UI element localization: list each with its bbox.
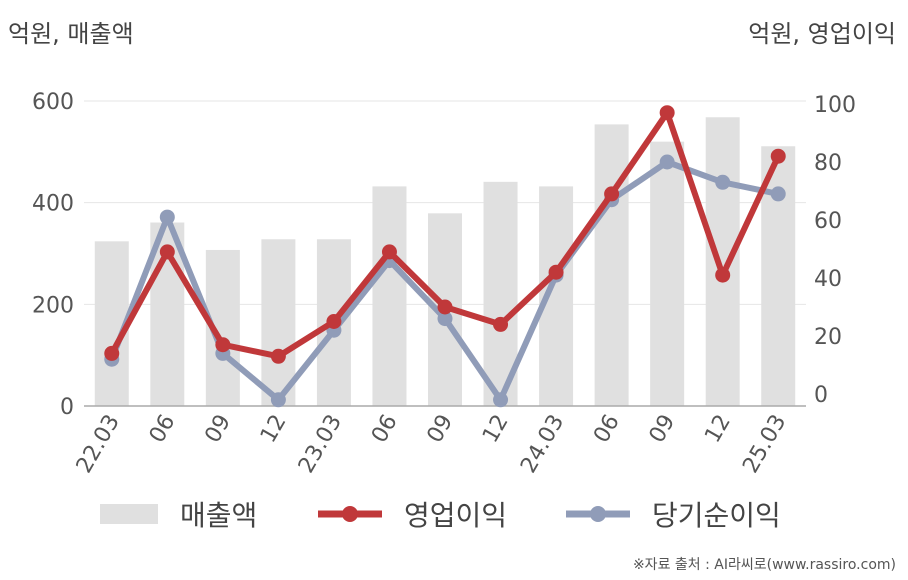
y-left-tick-label: 400 [32,192,74,217]
data-point [270,392,286,408]
data-point [437,299,453,315]
legend: 매출액 영업이익 당기순이익 [0,492,908,536]
y-right-tick-label: 80 [814,151,842,176]
data-point [659,154,675,170]
x-tick-label: 12 [256,411,292,448]
data-point [381,244,397,260]
bar [261,239,296,406]
data-point [215,337,231,353]
data-point [770,148,786,164]
bar [705,117,740,407]
y-right-tick-label: 60 [814,209,842,234]
data-point [548,264,564,280]
x-tick-label: 12 [478,411,514,448]
legend-label: 영업이익 [404,499,508,532]
y-right-tick-label: 0 [814,383,828,408]
y-left-tick-label: 600 [32,90,74,115]
x-tick-label: 24.03 [516,411,569,478]
x-tick-label: 12 [700,411,736,448]
x-tick-label: 09 [423,411,459,448]
x-tick-label: 09 [200,411,236,448]
data-point [104,345,120,361]
data-point [604,186,620,202]
data-point [715,174,731,190]
source-note: ※자료 출처 : AI라씨로(www.rassiro.com) [632,557,896,573]
data-point [770,186,786,202]
y-right-tick-label: 100 [814,93,856,118]
x-tick-label: 22.03 [72,411,125,478]
legend-label: 당기순이익 [652,499,781,532]
x-tick-label: 25.03 [738,411,791,478]
legend-swatch-line-red [318,506,382,522]
x-tick-label: 23.03 [294,411,347,478]
data-point [437,311,453,327]
x-tick-label: 06 [589,411,625,448]
legend-label: 매출액 [180,499,258,532]
legend-item-revenue: 매출액 [100,492,257,536]
legend-swatch-bar [100,504,158,524]
legend-item-net: 당기순이익 [566,492,781,536]
legend-item-operating: 영업이익 [318,492,507,536]
y-left-tick-label: 200 [32,293,74,318]
data-point [159,209,175,225]
data-point [493,392,509,408]
data-point [270,348,286,364]
data-point [493,316,509,332]
x-tick-label: 09 [645,411,681,448]
y-right-tick-label: 40 [814,267,842,292]
right-axis-unit: 억원, 영업이익 [748,20,896,48]
x-tick-label: 06 [367,411,403,448]
bar [372,186,407,406]
data-point [659,105,675,121]
bar [650,141,685,406]
data-point [159,244,175,260]
y-left-tick-label: 0 [60,395,74,420]
data-point [715,267,731,283]
data-point [326,314,342,329]
left-axis-unit: 억원, 매출액 [8,20,134,48]
x-tick-label: 06 [145,411,181,448]
bar [594,124,629,406]
legend-swatch-line-blue [566,506,630,522]
y-right-tick-label: 20 [814,325,842,350]
